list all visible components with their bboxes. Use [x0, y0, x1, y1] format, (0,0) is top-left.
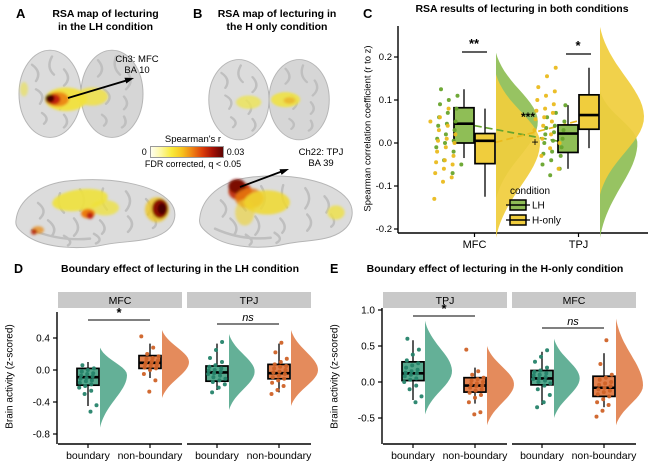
- svg-text:ns: ns: [242, 312, 254, 324]
- colorbar: Spearman's r 0 0.03 FDR corrected, q < 0…: [127, 134, 259, 169]
- svg-text:TPJ: TPJ: [436, 295, 455, 307]
- panel-e: E Boundary effect of lecturing in the H-…: [325, 258, 650, 468]
- panel-e-label: E: [330, 262, 339, 276]
- svg-text:*: *: [441, 301, 447, 316]
- svg-text:MFC: MFC: [463, 239, 487, 251]
- brain-lateral-a-image: [14, 178, 177, 249]
- svg-text:*: *: [116, 305, 122, 320]
- svg-text:-0.4: -0.4: [33, 398, 51, 409]
- panel-a-label: A: [16, 6, 26, 21]
- colorbar-gradient: [149, 146, 224, 158]
- svg-text:LH: LH: [532, 201, 545, 212]
- svg-text:non-boundary: non-boundary: [247, 450, 313, 462]
- panel-e-title: Boundary effect of lecturing in the H-on…: [366, 263, 624, 275]
- brain-frontal-b-image: [207, 58, 331, 142]
- colorbar-title: Spearman's r: [164, 134, 222, 145]
- panel-d-label: D: [14, 262, 24, 276]
- svg-text:condition: condition: [510, 186, 550, 197]
- svg-text:**: **: [469, 36, 480, 51]
- panel-b-annotation: Ch22: TPJ BA 39: [298, 147, 344, 170]
- svg-text:ns: ns: [567, 316, 579, 328]
- svg-text:non-boundary: non-boundary: [443, 450, 509, 462]
- svg-text:boundary: boundary: [66, 450, 111, 462]
- svg-text:*: *: [575, 38, 581, 53]
- panel-e-plot: 1.0 0.5 0.0 -0.5 TPJ boundary non-boundary * MFC…: [358, 292, 643, 462]
- svg-text:+: +: [531, 135, 538, 149]
- colorbar-max-label: 0.03: [226, 147, 245, 157]
- panel-c: C RSA results of lecturing in both condi…: [360, 0, 650, 255]
- svg-text:MFC: MFC: [563, 295, 586, 307]
- panel-d-title: Boundary effect of lecturing in the LH c…: [61, 263, 299, 275]
- panel-b-title: RSA map of lecturing in the H only condi…: [217, 8, 337, 34]
- brain-lateral-b-image: [198, 174, 354, 249]
- svg-text:0.0: 0.0: [36, 366, 50, 377]
- svg-text:TPJ: TPJ: [569, 239, 589, 251]
- svg-text:0.0: 0.0: [379, 138, 392, 149]
- svg-text:-0.8: -0.8: [33, 430, 51, 441]
- panel-d-plot: 0.4 0.0 -0.4 -0.8 MFC boundary non-boundary * TP…: [33, 292, 318, 462]
- panel-a-title: RSA map of lecturing in the LH condition: [52, 8, 159, 34]
- svg-text:0.0: 0.0: [361, 378, 375, 389]
- svg-text:0.5: 0.5: [361, 342, 375, 353]
- svg-text:non-boundary: non-boundary: [118, 450, 184, 462]
- svg-text:non-boundary: non-boundary: [572, 450, 638, 462]
- svg-text:MFC: MFC: [109, 295, 132, 307]
- panel-c-title: RSA results of lecturing in both conditi…: [415, 3, 629, 15]
- svg-text:***: ***: [521, 110, 535, 124]
- panel-d: D Boundary effect of lecturing in the LH…: [0, 258, 325, 468]
- svg-text:TPJ: TPJ: [240, 295, 259, 307]
- svg-text:-0.1: -0.1: [376, 181, 392, 192]
- svg-text:boundary: boundary: [391, 450, 436, 462]
- panel-c-label: C: [363, 6, 373, 21]
- svg-text:-0.2: -0.2: [376, 224, 392, 235]
- panel-b: B RSA map of lecturing in the H only con…: [190, 0, 365, 255]
- svg-text:0.2: 0.2: [379, 52, 392, 63]
- svg-text:0.4: 0.4: [36, 334, 50, 345]
- svg-text:H-only: H-only: [532, 216, 561, 227]
- svg-text:0.1: 0.1: [379, 95, 392, 106]
- svg-text:1.0: 1.0: [361, 306, 375, 317]
- svg-text:boundary: boundary: [520, 450, 565, 462]
- panel-a: A RSA map of lecturing in the LH conditi…: [0, 0, 195, 255]
- colorbar-min-label: 0: [141, 147, 147, 157]
- colorbar-note: FDR corrected, q < 0.05: [144, 159, 242, 169]
- panel-a-annotation: Ch3: MFC BA 10: [115, 54, 159, 77]
- svg-text:boundary: boundary: [195, 450, 240, 462]
- panel-b-label: B: [193, 6, 203, 21]
- svg-text:-0.5: -0.5: [358, 414, 376, 425]
